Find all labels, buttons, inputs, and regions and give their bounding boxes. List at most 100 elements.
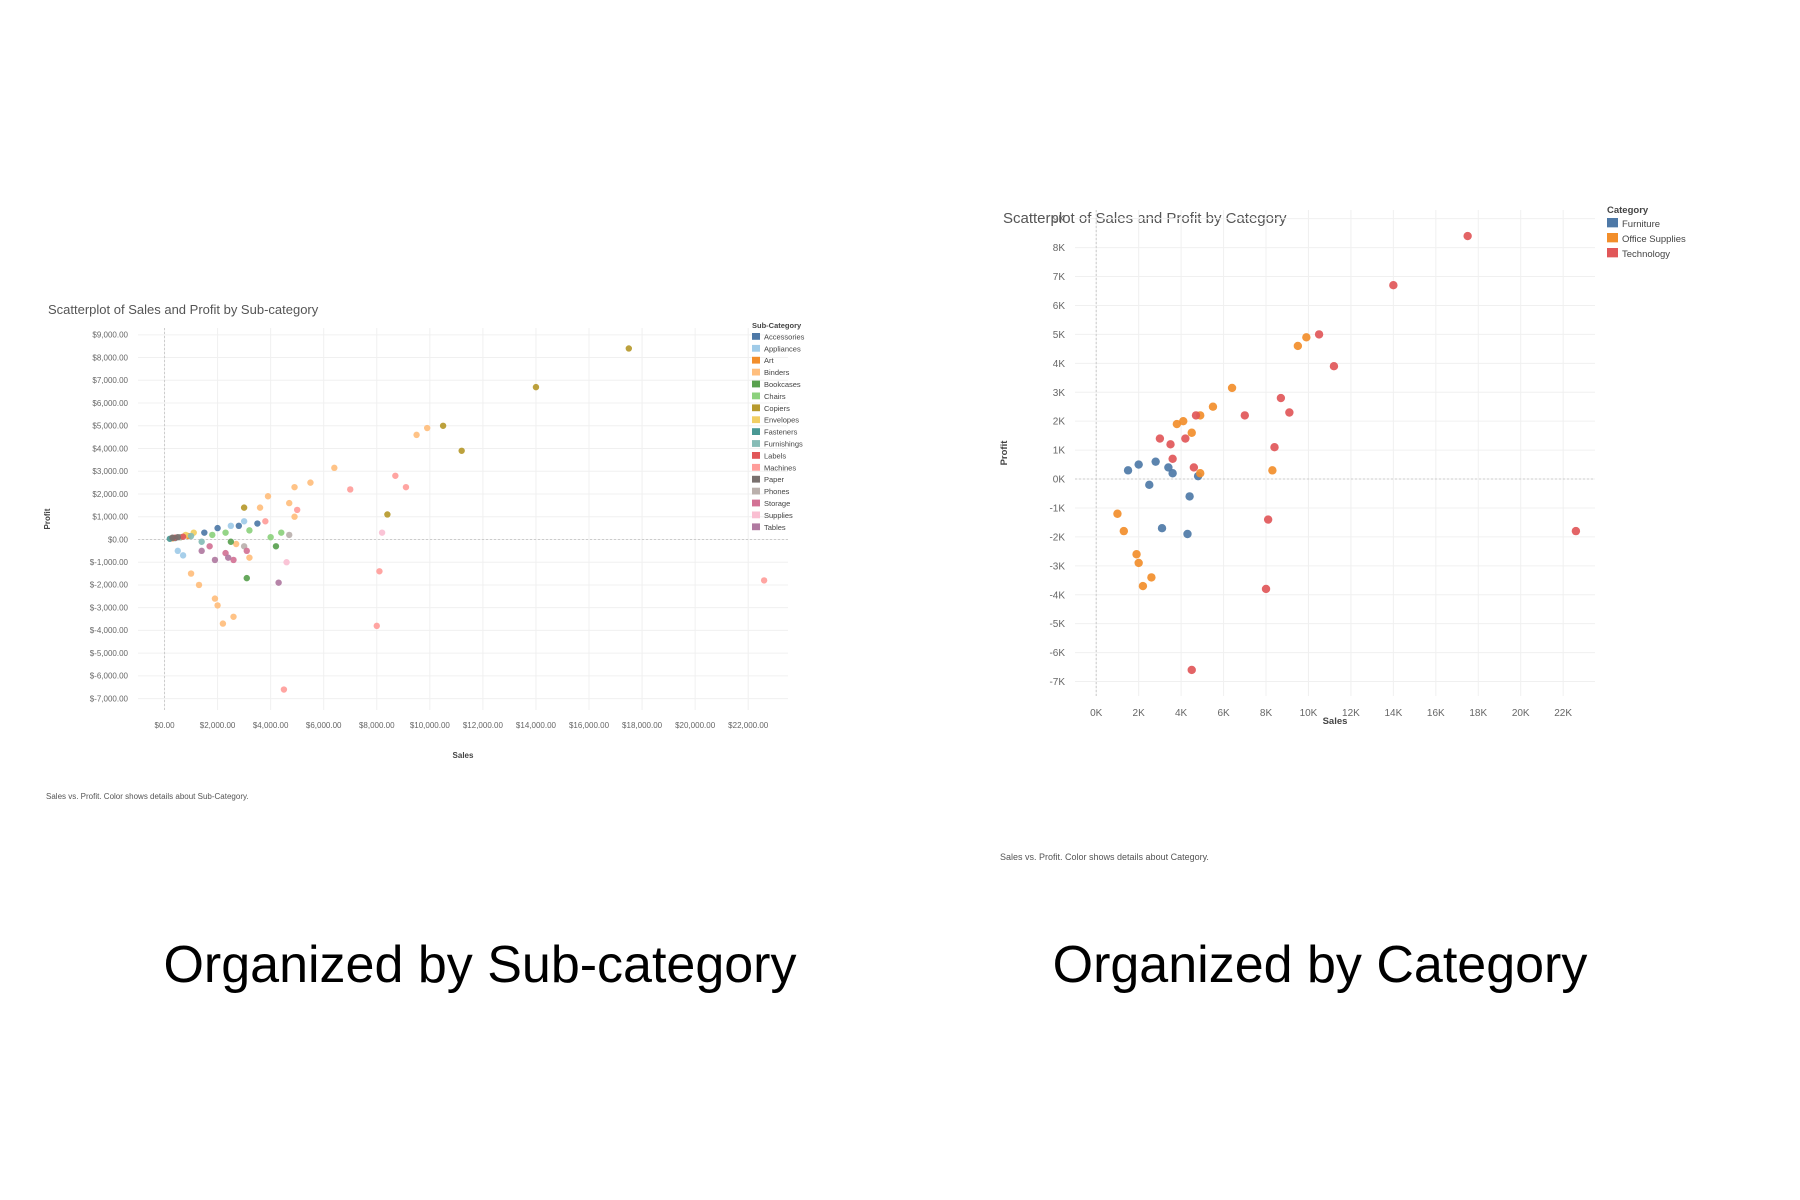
data-point — [1268, 466, 1277, 475]
data-point — [1145, 480, 1154, 490]
y-tick-label: $-7,000.00 — [90, 694, 129, 703]
data-point — [1302, 333, 1311, 342]
x-tick-label: 10K — [1300, 708, 1318, 719]
x-tick-label: $2,000.00 — [200, 721, 236, 730]
legend-swatch — [752, 356, 760, 364]
data-point — [195, 581, 203, 589]
legend-swatch — [752, 475, 760, 483]
data-point — [198, 538, 205, 545]
y-tick-label: -5K — [1049, 619, 1065, 630]
data-point — [423, 424, 431, 432]
legend-label: Fasteners — [764, 428, 798, 437]
x-tick-label: 8K — [1260, 708, 1273, 719]
y-tick-label: $2,000.00 — [92, 490, 128, 499]
data-point — [1240, 411, 1249, 420]
data-point — [1261, 584, 1271, 594]
category-chart-panel: Scatterplot of Sales and Profit by Categ… — [995, 200, 1755, 870]
x-axis-label: Sales — [1323, 716, 1348, 727]
data-point — [1134, 558, 1143, 568]
y-tick-label: $-5,000.00 — [90, 649, 129, 658]
y-tick-label: 7K — [1053, 272, 1066, 283]
legend-label: Labels — [764, 451, 786, 460]
data-point — [240, 518, 248, 525]
legend-label: Supplies — [764, 511, 793, 520]
legend-title: Category — [1607, 205, 1649, 216]
data-point — [227, 538, 235, 545]
data-point — [1164, 463, 1173, 472]
data-point — [1113, 509, 1122, 518]
data-point — [209, 531, 216, 539]
y-tick-label: $7,000.00 — [92, 376, 128, 385]
chart-title: Scatterplot of Sales and Profit by Sub-c… — [48, 302, 319, 317]
data-point — [1119, 526, 1129, 536]
data-point — [291, 513, 298, 520]
data-point — [458, 447, 465, 454]
data-point — [1208, 402, 1218, 411]
chart-caption: Sales vs. Profit. Color shows details ab… — [1000, 852, 1209, 862]
data-point — [439, 422, 447, 429]
y-tick-label: $6,000.00 — [92, 399, 128, 408]
y-tick-label: $-2,000.00 — [90, 581, 129, 590]
legend-swatch — [752, 333, 760, 340]
data-point — [283, 559, 290, 566]
data-point — [1147, 573, 1156, 582]
data-point — [286, 499, 293, 507]
data-point — [1191, 411, 1201, 420]
legend-label: Machines — [764, 463, 796, 472]
data-point — [262, 518, 269, 525]
data-point — [1227, 383, 1237, 393]
data-point — [235, 522, 243, 530]
data-point — [1189, 463, 1199, 472]
y-tick-label: $5,000.00 — [92, 422, 128, 431]
legend-label: Furnishings — [764, 440, 803, 449]
data-point — [347, 486, 354, 493]
data-point — [1183, 529, 1192, 539]
data-point — [1166, 440, 1175, 449]
y-axis-label: Profit — [999, 440, 1010, 466]
x-tick-label: 14K — [1384, 708, 1402, 719]
y-tick-label: 9K — [1053, 214, 1066, 225]
data-point — [1134, 460, 1143, 469]
x-tick-label: 0K — [1090, 708, 1103, 719]
subcategory-label: Organized by Sub-category — [163, 936, 797, 994]
data-point — [227, 522, 235, 530]
data-point — [219, 620, 227, 627]
data-point — [187, 570, 195, 577]
x-tick-label: $4,000.00 — [253, 721, 289, 730]
data-point — [1196, 469, 1205, 478]
data-point — [307, 479, 314, 486]
x-tick-label: 12K — [1342, 708, 1360, 719]
legend-swatch — [752, 428, 760, 435]
data-point — [206, 543, 213, 550]
y-tick-label: $9,000.00 — [92, 331, 128, 340]
chart-caption: Sales vs. Profit. Color shows details ab… — [46, 792, 249, 801]
data-point — [275, 579, 282, 586]
x-tick-label: $8,000.00 — [359, 721, 395, 730]
data-point — [222, 529, 229, 536]
data-point — [169, 534, 176, 541]
data-point — [187, 532, 195, 540]
data-point — [264, 493, 272, 500]
y-tick-label: -1K — [1049, 503, 1065, 514]
legend-swatch — [752, 523, 760, 531]
y-tick-label: 5K — [1053, 330, 1066, 341]
data-point — [413, 431, 420, 439]
data-point — [1123, 466, 1133, 475]
legend-swatch — [752, 368, 760, 376]
legend-label: Chairs — [764, 392, 786, 401]
legend-swatch — [752, 416, 760, 424]
legend-title: Sub-Category — [752, 321, 802, 330]
scatter-chart-category: 0K 2K 4K 6K 8K 10K 12K 14K 16K 18K 20K 22K 9K 8K 7K 6K 5… — [999, 205, 1686, 727]
data-point — [1187, 665, 1196, 675]
data-point — [267, 533, 274, 541]
x-tick-label: $6,000.00 — [306, 721, 342, 730]
data-point — [1168, 469, 1177, 478]
x-tick-label: $14,000.00 — [516, 721, 557, 730]
data-point — [376, 568, 383, 575]
legend-swatch — [752, 499, 760, 507]
x-tick-label: $0.00 — [155, 721, 176, 730]
data-point — [211, 556, 219, 564]
y-tick-label: 3K — [1053, 388, 1066, 399]
data-point — [1263, 515, 1273, 524]
legend-swatch — [752, 440, 760, 447]
